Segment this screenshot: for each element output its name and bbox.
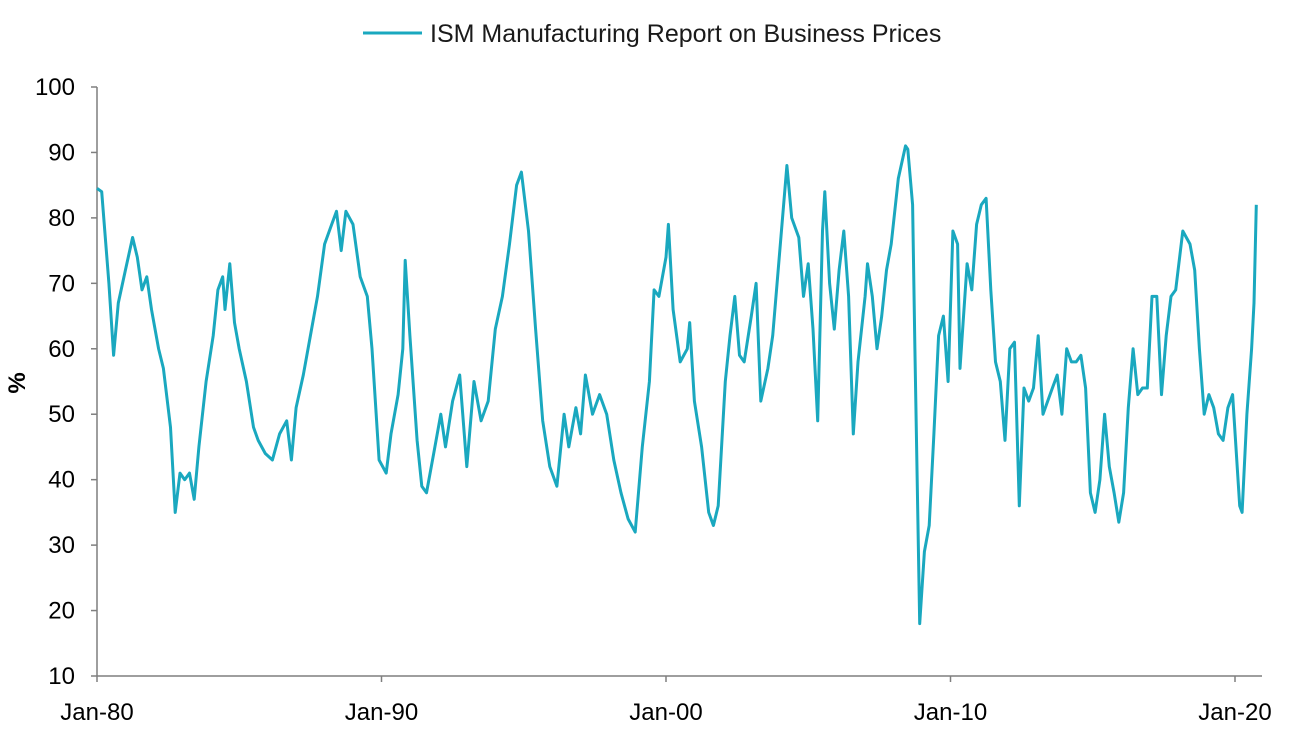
x-tick-label: Jan-20	[1198, 699, 1271, 726]
y-tick-label: 50	[48, 401, 75, 428]
series	[96, 144, 1258, 626]
series-line	[96, 144, 1258, 626]
y-tick-label: 90	[48, 139, 75, 166]
x-tick-label: Jan-90	[345, 699, 418, 726]
y-axis-title: %	[4, 372, 31, 393]
y-tick-label: 30	[48, 532, 75, 559]
y-tick-label: 80	[48, 205, 75, 232]
y-tick-label: 70	[48, 270, 75, 297]
legend-label: ISM Manufacturing Report on Business Pri…	[430, 20, 941, 48]
legend: ISM Manufacturing Report on Business Pri…	[363, 20, 941, 48]
x-tick-label: Jan-00	[629, 699, 702, 726]
y-tick-label: 20	[48, 598, 75, 625]
x-tick-label: Jan-10	[914, 699, 987, 726]
y-tick-label: 40	[48, 467, 75, 494]
x-tick-label: Jan-80	[60, 699, 133, 726]
x-axis: Jan-80 Jan-90 Jan-00 Jan-10 Jan-20	[60, 676, 1272, 726]
y-tick-label: 60	[48, 336, 75, 363]
y-tick-label: 10	[48, 663, 75, 690]
y-axis: 10 20 30 40 50 60 70 80 90 100	[35, 74, 97, 690]
y-tick-label: 100	[35, 74, 75, 101]
